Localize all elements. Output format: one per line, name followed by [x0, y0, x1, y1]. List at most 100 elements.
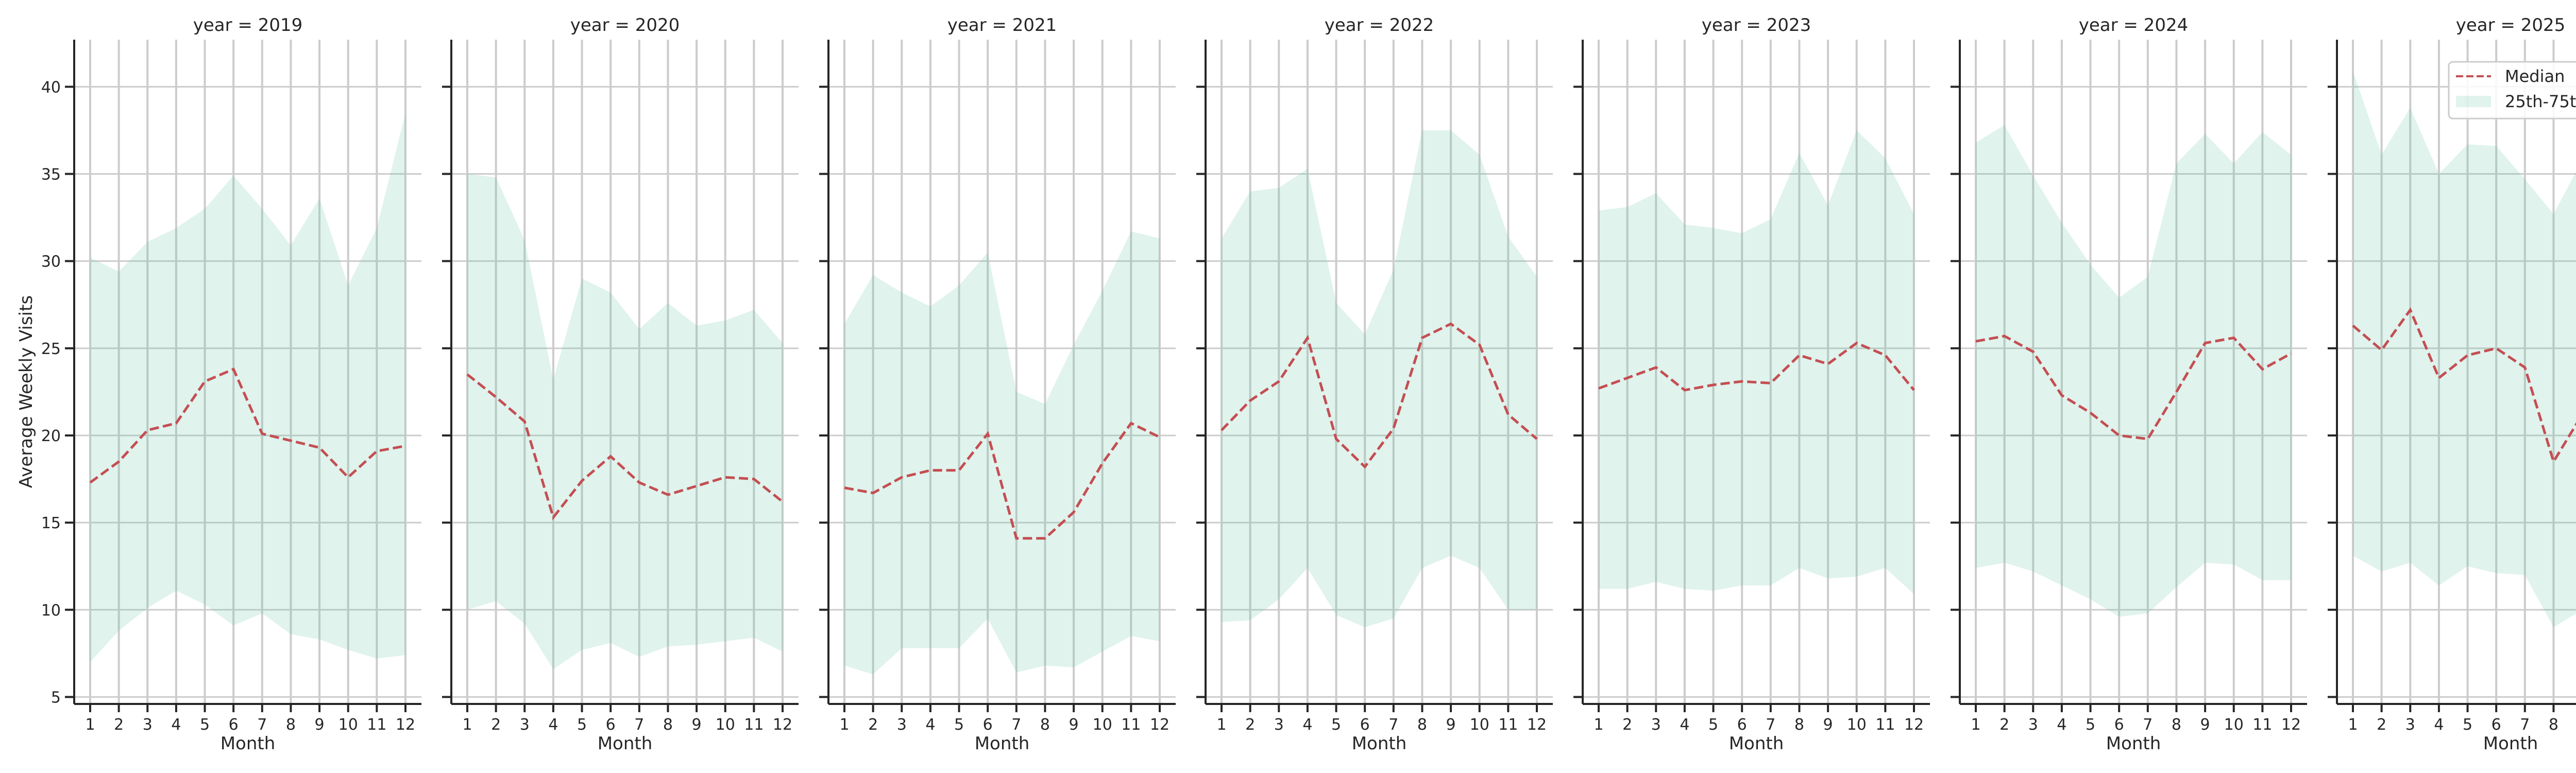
x-tick-label: 4: [1302, 716, 1312, 734]
x-axis-label: Month: [1729, 733, 1784, 754]
x-tick-label: 7: [257, 716, 267, 734]
x-tick-label: 1: [1594, 716, 1603, 734]
x-tick-label: 4: [2057, 716, 2066, 734]
x-tick-label: 11: [2252, 716, 2272, 734]
x-tick-label: 10: [1470, 716, 1489, 734]
x-tick-label: 10: [1093, 716, 1112, 734]
median-line: [1975, 334, 2292, 441]
x-tick-label: 1: [2348, 716, 2358, 734]
x-tick-label: 8: [2549, 716, 2558, 734]
percentile-band: [1599, 130, 1914, 594]
x-tick-label: 11: [367, 716, 386, 734]
x-tick-label: 7: [1011, 716, 1021, 734]
x-tick-label: 9: [1823, 716, 1833, 734]
x-axis-label: Month: [1352, 733, 1407, 754]
x-tick-label: 5: [577, 716, 587, 734]
x-tick-label: 10: [716, 716, 735, 734]
x-tick-label: 2: [2377, 716, 2386, 734]
x-tick-label: 9: [315, 716, 325, 734]
x-tick-label: 7: [2143, 716, 2153, 734]
x-tick-label: 3: [897, 716, 907, 734]
panel-title: year = 2020: [570, 15, 680, 36]
x-tick-label: 1: [1216, 716, 1226, 734]
x-tick-label: 2: [1245, 716, 1255, 734]
x-tick-label: 5: [1708, 716, 1718, 734]
y-tick-label: 5: [51, 688, 61, 707]
x-tick-label: 11: [1875, 716, 1895, 734]
x-tick-label: 7: [1388, 716, 1398, 734]
x-tick-label: 8: [1417, 716, 1427, 734]
y-tick-label: 30: [41, 253, 61, 271]
x-tick-label: 6: [2114, 716, 2124, 734]
legend-band-swatch: [2456, 96, 2491, 107]
x-tick-label: 5: [954, 716, 964, 734]
x-tick-label: 3: [2405, 716, 2415, 734]
x-tick-label: 3: [2028, 716, 2038, 734]
x-tick-label: 8: [1040, 716, 1050, 734]
x-tick-label: 2: [114, 716, 124, 734]
x-tick-label: 10: [2224, 716, 2244, 734]
x-tick-label: 3: [143, 716, 152, 734]
x-tick-label: 12: [1904, 716, 1924, 734]
panel-title: year = 2021: [947, 15, 1057, 36]
x-tick-label: 6: [606, 716, 616, 734]
x-tick-label: 1: [839, 716, 849, 734]
y-axis-label: Average Weekly Visits: [16, 295, 37, 488]
x-tick-label: 10: [1847, 716, 1867, 734]
x-tick-label: 5: [2463, 716, 2472, 734]
x-tick-label: 6: [983, 716, 993, 734]
x-tick-label: 3: [1651, 716, 1661, 734]
percentile-band: [467, 174, 783, 669]
x-tick-label: 4: [925, 716, 935, 734]
y-tick-label: 35: [41, 166, 61, 184]
x-tick-label: 9: [1446, 716, 1456, 734]
x-tick-label: 11: [744, 716, 764, 734]
x-tick-label: 7: [634, 716, 644, 734]
x-tick-label: 8: [2172, 716, 2181, 734]
x-tick-label: 7: [1766, 716, 1775, 734]
x-tick-label: 6: [2492, 716, 2501, 734]
panel-title: year = 2024: [2079, 15, 2188, 36]
median-line: [2352, 307, 2576, 465]
x-axis-label: Month: [975, 733, 1030, 754]
x-tick-label: 3: [520, 716, 530, 734]
median-line: [844, 422, 1161, 540]
x-tick-label: 12: [396, 716, 415, 734]
y-tick-label: 25: [41, 340, 61, 358]
median-line: [89, 367, 406, 484]
x-tick-label: 11: [1121, 716, 1141, 734]
percentile-band: [844, 231, 1160, 675]
x-tick-label: 10: [338, 716, 358, 734]
legend-median-label: Median: [2505, 66, 2565, 86]
x-tick-label: 4: [171, 716, 181, 734]
x-tick-label: 4: [2434, 716, 2444, 734]
x-tick-label: 9: [2200, 716, 2210, 734]
x-tick-label: 8: [663, 716, 673, 734]
x-tick-label: 9: [1069, 716, 1079, 734]
y-tick-label: 40: [41, 78, 61, 96]
panel-title: year = 2023: [1702, 15, 1811, 36]
x-tick-label: 2: [868, 716, 878, 734]
y-tick-label: 10: [41, 601, 61, 619]
panel-title: year = 2019: [193, 15, 302, 36]
x-tick-label: 8: [286, 716, 296, 734]
x-tick-label: 11: [1498, 716, 1518, 734]
x-tick-label: 12: [773, 716, 792, 734]
x-tick-label: 1: [462, 716, 472, 734]
x-axis-label: Month: [221, 733, 276, 754]
x-tick-label: 5: [1331, 716, 1341, 734]
x-tick-label: 4: [548, 716, 558, 734]
x-tick-label: 2: [491, 716, 501, 734]
percentile-band: [1222, 130, 1537, 628]
x-tick-label: 2: [1622, 716, 1632, 734]
x-axis-label: Month: [598, 733, 653, 754]
x-tick-label: 1: [1971, 716, 1980, 734]
median-line: [1221, 322, 1538, 469]
percentile-band: [90, 113, 405, 662]
